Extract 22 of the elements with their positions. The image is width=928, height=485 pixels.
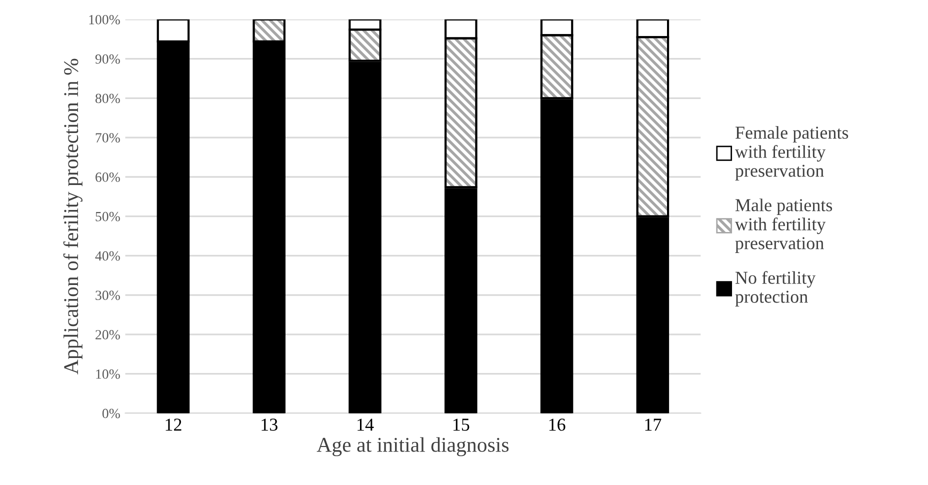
x-tick-label: 12 — [166, 418, 182, 431]
legend-label: Male patients with fertility preservation — [734, 198, 832, 253]
y-tick-label: 10% — [96, 369, 120, 379]
legend-label: Female patients with fertility preservation — [734, 126, 848, 181]
legend-label: No fertility protection — [735, 271, 816, 307]
x-tick-label: 14 — [358, 418, 374, 431]
y-tick-label: 30% — [96, 290, 120, 300]
y-tick-label: 70% — [96, 133, 120, 143]
y-tick-label: 90% — [95, 54, 120, 64]
x-tick-label: 16 — [549, 418, 566, 431]
y-tick-label: 100% — [89, 14, 120, 24]
y-tick-label: 60% — [96, 172, 120, 182]
x-tick-label: 13 — [262, 418, 278, 431]
y-tick-label: 0% — [102, 408, 120, 418]
y-tick-label: 20% — [96, 330, 120, 340]
y-tick-label: 80% — [95, 94, 120, 104]
y-tick-label: 50% — [96, 212, 120, 222]
x-tick-label: 15 — [453, 418, 470, 431]
x-axis-title: Age at initial diagnosis — [316, 437, 509, 456]
y-axis-title: Application of ferility protection in % — [63, 58, 82, 374]
y-tick-label: 40% — [95, 251, 120, 261]
x-tick-label: 17 — [645, 418, 662, 431]
